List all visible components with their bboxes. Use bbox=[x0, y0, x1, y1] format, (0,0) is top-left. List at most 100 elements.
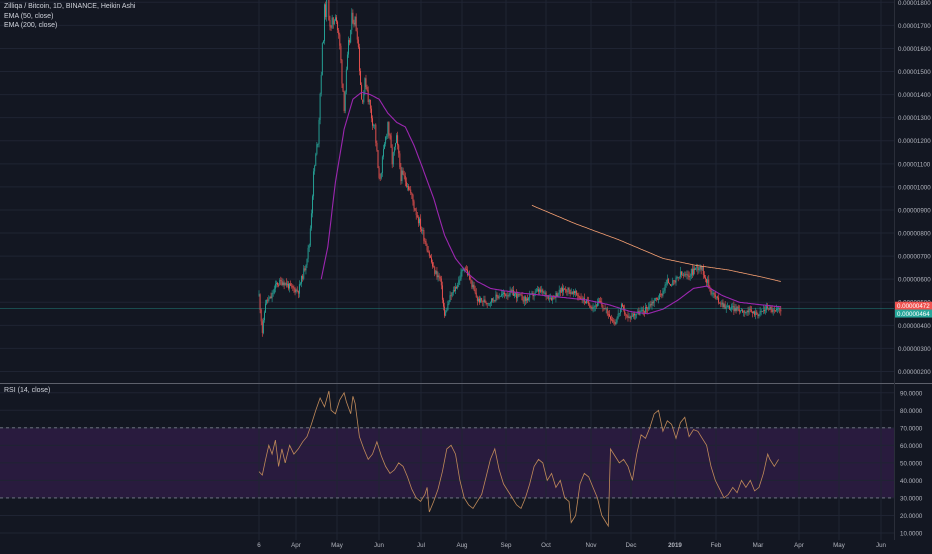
candle-body bbox=[344, 91, 346, 112]
candle-body bbox=[628, 316, 630, 318]
candle-body bbox=[683, 274, 685, 276]
rsi-tick-label: 60.0000 bbox=[900, 443, 923, 450]
candle-body bbox=[277, 282, 279, 285]
candle-body bbox=[511, 289, 513, 292]
candle-body bbox=[357, 39, 359, 48]
candle-body bbox=[715, 296, 717, 298]
last-price-badge bbox=[895, 309, 932, 318]
rsi-tick-label: 50.0000 bbox=[900, 460, 923, 467]
candle-body bbox=[372, 118, 373, 126]
candle-body bbox=[745, 312, 747, 314]
candle-body bbox=[723, 304, 725, 308]
candle-body bbox=[261, 321, 263, 333]
candle-body bbox=[655, 298, 657, 299]
candle-body bbox=[584, 301, 586, 304]
candle-body bbox=[731, 306, 733, 309]
candle-body bbox=[541, 289, 543, 292]
candle-body bbox=[533, 294, 535, 297]
candle-body bbox=[432, 262, 434, 267]
candle-body bbox=[711, 293, 713, 295]
candle-body bbox=[540, 289, 542, 292]
candle-body bbox=[632, 313, 634, 317]
candle-body bbox=[726, 306, 728, 308]
candle-body bbox=[304, 268, 306, 271]
candle-body bbox=[741, 309, 742, 311]
rsi-tick-label: 30.0000 bbox=[900, 495, 923, 502]
candle-body bbox=[451, 292, 453, 296]
candle-body bbox=[297, 291, 299, 294]
candle-body bbox=[398, 145, 400, 154]
candle-body bbox=[424, 240, 426, 242]
candle-body bbox=[278, 284, 280, 286]
rsi-tick-label: 70.0000 bbox=[900, 425, 923, 432]
candle-body bbox=[393, 146, 395, 153]
candle-body bbox=[367, 90, 369, 103]
candle-body bbox=[471, 279, 473, 288]
candle-body bbox=[611, 319, 613, 321]
candle-body bbox=[517, 293, 519, 299]
candle-body bbox=[484, 299, 486, 303]
candle-body bbox=[612, 319, 614, 322]
candle-body bbox=[568, 288, 570, 290]
candle-body bbox=[760, 311, 762, 312]
candle-body bbox=[386, 136, 388, 138]
candle-body bbox=[401, 170, 403, 181]
time-axis-label: Apr bbox=[291, 542, 301, 549]
candle-body bbox=[419, 218, 420, 224]
candle-body bbox=[492, 298, 494, 301]
candle-body bbox=[417, 217, 419, 224]
candle-body bbox=[328, 0, 330, 20]
candle-body bbox=[757, 314, 759, 317]
candle-body bbox=[260, 309, 262, 322]
candle-body bbox=[400, 167, 402, 181]
candle-body bbox=[777, 308, 778, 310]
candle-body bbox=[465, 269, 467, 270]
candle-body bbox=[337, 21, 339, 31]
candle-body bbox=[500, 294, 502, 297]
candle-body bbox=[689, 275, 691, 278]
time-axis-label: Mar bbox=[753, 542, 764, 549]
symbol-title: Zilliqa / Bitcoin, 1D, BINANCE, Heikin A… bbox=[4, 3, 136, 10]
candle-body bbox=[330, 26, 332, 28]
candle-body bbox=[350, 29, 352, 43]
candle-body bbox=[461, 269, 463, 273]
candle-body bbox=[381, 156, 383, 174]
candle-body bbox=[388, 122, 390, 135]
candle-body bbox=[414, 208, 416, 211]
price-tick-label: 0.00000600 bbox=[898, 277, 931, 284]
candle-body bbox=[645, 307, 646, 313]
candle-body bbox=[292, 286, 294, 288]
candle-body bbox=[485, 302, 487, 304]
candle-body bbox=[421, 229, 423, 231]
rsi-tick-label: 10.0000 bbox=[900, 530, 923, 537]
candle-body bbox=[580, 297, 582, 300]
candle-body bbox=[331, 17, 333, 28]
candle-body bbox=[310, 213, 312, 229]
candle-body bbox=[450, 295, 452, 297]
candle-body bbox=[616, 317, 618, 323]
candle-body bbox=[291, 285, 293, 287]
time-axis-label: Feb bbox=[711, 542, 722, 549]
candle-body bbox=[701, 266, 703, 270]
candle-body bbox=[267, 299, 269, 301]
candle-body bbox=[518, 293, 520, 296]
candle-body bbox=[385, 136, 387, 144]
candle-body bbox=[571, 292, 573, 295]
candle-body bbox=[481, 298, 483, 301]
candle-body bbox=[773, 309, 775, 311]
candle-body bbox=[666, 279, 668, 285]
candle-body bbox=[479, 298, 480, 303]
candle-body bbox=[526, 298, 527, 301]
candle-body bbox=[399, 153, 401, 168]
candle-body bbox=[271, 293, 273, 299]
candle-body bbox=[373, 124, 375, 126]
candle-body bbox=[270, 296, 272, 299]
candle-body bbox=[693, 268, 694, 275]
ema200-line bbox=[531, 204, 781, 282]
candle-body bbox=[608, 314, 610, 317]
price-tick-label: 0.00000400 bbox=[898, 323, 931, 330]
candle-body bbox=[648, 306, 650, 309]
candle-body bbox=[355, 16, 357, 32]
